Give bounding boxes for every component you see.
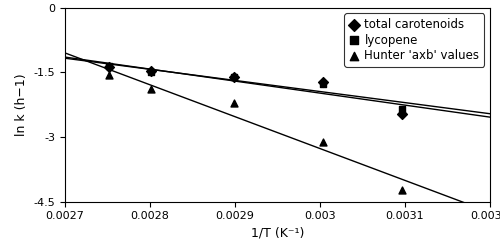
total carotenoids: [230, 75, 238, 79]
total carotenoids: [318, 80, 326, 84]
total carotenoids: [105, 65, 113, 69]
Legend: total carotenoids, lycopene, Hunter 'axb' values: total carotenoids, lycopene, Hunter 'axb…: [344, 13, 484, 67]
total carotenoids: [398, 112, 406, 116]
Hunter 'axb' values: [318, 140, 326, 144]
lycopene: [230, 75, 238, 79]
Hunter 'axb' values: [105, 73, 113, 77]
Hunter 'axb' values: [147, 87, 155, 91]
Hunter 'axb' values: [230, 101, 238, 105]
total carotenoids: [147, 69, 155, 73]
Y-axis label: ln k (h−1): ln k (h−1): [15, 73, 28, 136]
lycopene: [147, 70, 155, 74]
lycopene: [398, 107, 406, 111]
lycopene: [318, 82, 326, 86]
Hunter 'axb' values: [398, 187, 406, 192]
X-axis label: 1/T (K⁻¹): 1/T (K⁻¹): [251, 227, 304, 240]
lycopene: [105, 64, 113, 68]
